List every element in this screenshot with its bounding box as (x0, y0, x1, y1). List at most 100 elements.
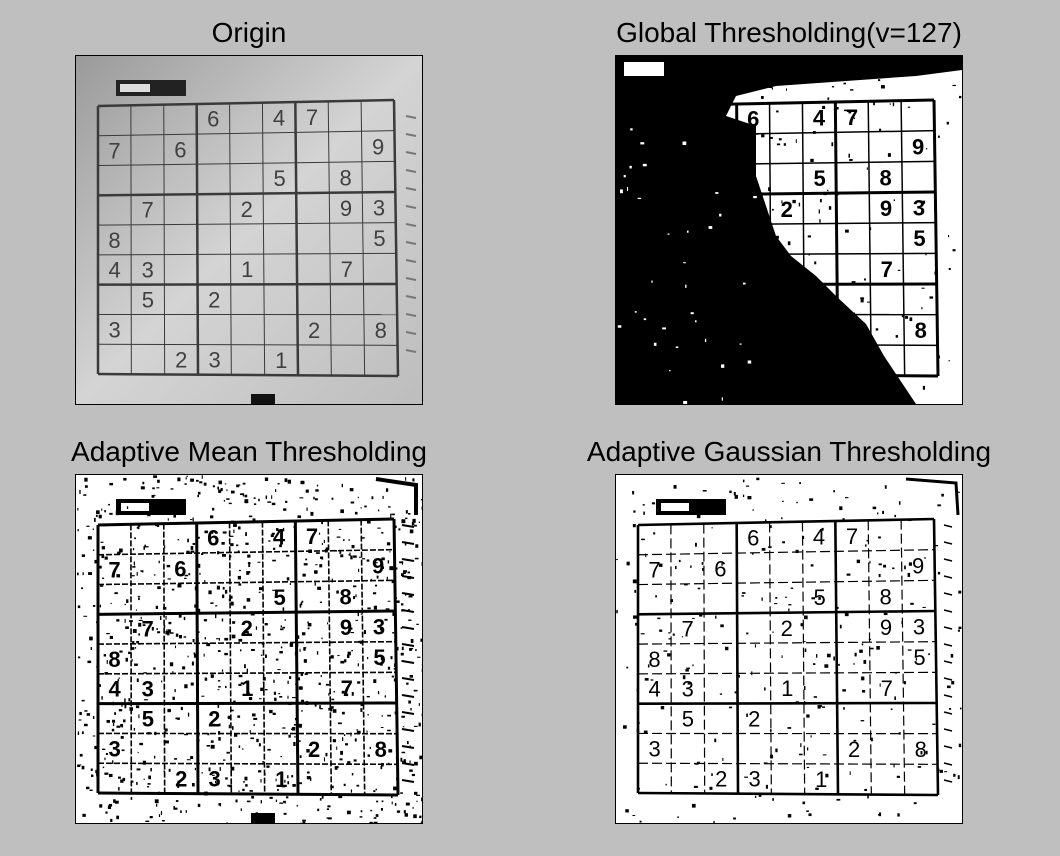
sudoku-digit: 8 (339, 165, 351, 190)
dark-region (616, 56, 962, 404)
sudoku-digit: 8 (339, 584, 351, 609)
sudoku-digit: 9 (340, 615, 352, 640)
sudoku-digit: 8 (915, 318, 927, 343)
sudoku-digit: 7 (141, 617, 153, 642)
sudoku-digit: 3 (109, 736, 121, 761)
panel-title-mean: Adaptive Mean Thresholding (71, 436, 427, 467)
sudoku-digit: 2 (748, 706, 760, 731)
sudoku-digit: 4 (813, 524, 825, 549)
sudoku-digit: 8 (108, 647, 120, 672)
sudoku-digit: 5 (273, 585, 285, 610)
sudoku-digit: 2 (241, 616, 253, 641)
sudoku-digit: 7 (881, 257, 893, 282)
sudoku-digit: 7 (648, 557, 660, 582)
sudoku-digit: 7 (341, 257, 353, 282)
noise-speckles (756, 56, 962, 390)
panel-global-threshold: Global Thresholding(v=127) 6477695872938… (615, 15, 963, 405)
sudoku-digit: 1 (781, 676, 793, 701)
sudoku-digit: 7 (108, 138, 120, 163)
sudoku-digit: 7 (306, 105, 318, 130)
noise-speckles (77, 475, 422, 823)
sudoku-digit: 5 (373, 645, 385, 670)
noise-speckles (616, 477, 962, 823)
sudoku-digit: 1 (241, 257, 253, 282)
sudoku-digit: 2 (241, 197, 253, 222)
sudoku-digit: 8 (375, 737, 387, 762)
sudoku-digit: 7 (681, 617, 693, 642)
sudoku-digit: 4 (108, 258, 120, 283)
sudoku-digit: 1 (275, 767, 287, 792)
sudoku-digit: 9 (372, 553, 384, 578)
sudoku-digit: 9 (340, 196, 352, 221)
sudoku-digit: 2 (848, 737, 860, 762)
sudoku-digit: 3 (748, 767, 760, 792)
sudoku-digit: 5 (913, 645, 925, 670)
sudoku-digit: 3 (373, 195, 385, 220)
sudoku-digit: 2 (715, 767, 727, 792)
panel-adaptive-gaussian: Adaptive Gaussian Thresholding 647769587… (587, 434, 991, 824)
sudoku-digit: 6 (174, 137, 186, 162)
sudoku-digit: 7 (108, 557, 120, 582)
sudoku-digit: 6 (174, 556, 186, 581)
sudoku-digit: 6 (207, 526, 219, 551)
sudoku-digit: 5 (142, 707, 154, 732)
sudoku-digit: 4 (648, 677, 660, 702)
sudoku-digit: 2 (208, 706, 220, 731)
sudoku-digit: 3 (142, 677, 154, 702)
adaptive-mean-image: 6 4 77 6 95 87 2 9 38 54 3 1 75 23 2 82 3 1 (76, 475, 422, 823)
sudoku-digit: 3 (208, 348, 220, 373)
sudoku-digit: 2 (781, 616, 793, 641)
sudoku-digit: 4 (813, 105, 826, 130)
sudoku-digit: 8 (879, 165, 891, 190)
panel-title-origin: Origin (211, 17, 287, 48)
panel-title-global: Global Thresholding(v=127) (616, 17, 962, 48)
sudoku-digit: 3 (142, 258, 154, 283)
sudoku-digit: 5 (273, 166, 285, 191)
sudoku-digit: 8 (375, 318, 387, 343)
sudoku-digit: 3 (649, 736, 661, 761)
sudoku-digit: 8 (879, 584, 891, 609)
sudoku-digit: 3 (913, 195, 925, 220)
sudoku-digit: 7 (881, 676, 893, 701)
sudoku-digit: 7 (846, 105, 858, 130)
sudoku-digit: 6 (747, 526, 759, 551)
sudoku-digit: 5 (913, 226, 925, 251)
sudoku-digit: 5 (373, 226, 385, 251)
sudoku-digit: 2 (781, 197, 793, 222)
sudoku-digit: 9 (880, 196, 892, 221)
sudoku-digit: 7 (141, 198, 153, 223)
sudoku-digit: 6 (207, 107, 219, 132)
sudoku-digit: 5 (813, 166, 825, 191)
sudoku-digit: 4 (273, 105, 285, 130)
sudoku-digit: 3 (682, 677, 694, 702)
sudoku-digit: 8 (108, 228, 120, 253)
origin-image: 6 4 77 6 95 87 2 9 38 54 3 1 75 23 2 82 3 1 (76, 56, 422, 404)
sudoku-digit: 2 (175, 767, 187, 792)
sudoku-digit: 3 (373, 614, 385, 639)
sudoku-digit: 9 (880, 615, 892, 640)
sudoku-digit: 6 (714, 556, 726, 581)
panel-title-gauss: Adaptive Gaussian Thresholding (586, 436, 992, 467)
sudoku-digit: 3 (109, 317, 121, 342)
sudoku-digit: 7 (306, 524, 318, 549)
sudoku-digit: 5 (682, 707, 694, 732)
sudoku-digit: 9 (372, 134, 384, 159)
sudoku-digit: 2 (208, 287, 220, 312)
sudoku-digit: 8 (648, 647, 660, 672)
sudoku-digit: 7 (846, 524, 858, 549)
sudoku-digit: 3 (208, 767, 220, 792)
sudoku-digit: 1 (275, 348, 287, 373)
sudoku-digit: 8 (915, 737, 927, 762)
sudoku-digit: 9 (912, 134, 924, 159)
sudoku-digit: 9 (912, 553, 924, 578)
sudoku-digit: 1 (815, 767, 827, 792)
